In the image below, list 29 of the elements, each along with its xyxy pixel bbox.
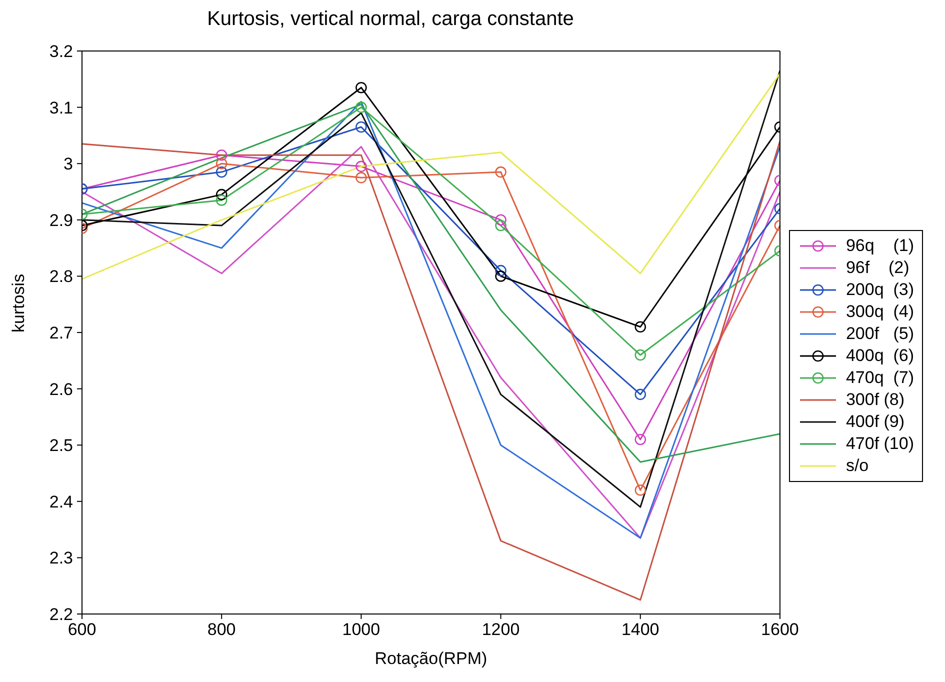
y-tick-label: 2.8 bbox=[49, 267, 73, 286]
legend-label: 96q (1) bbox=[846, 236, 914, 256]
x-axis-title: Rotação(RPM) bbox=[374, 649, 488, 668]
legend-label: 200f (5) bbox=[846, 324, 914, 344]
legend-label: 470q (7) bbox=[846, 368, 914, 388]
y-tick-label: 2.5 bbox=[49, 436, 73, 456]
x-tick-label: 1000 bbox=[342, 620, 380, 640]
x-tick-label: 1200 bbox=[482, 620, 520, 640]
legend-label: 400f (9) bbox=[846, 412, 905, 432]
legend-label: 470f (10) bbox=[846, 434, 914, 454]
legend-label: 300q (4) bbox=[846, 302, 914, 322]
x-tick-label: 800 bbox=[207, 620, 236, 640]
y-tick-label: 2.7 bbox=[49, 324, 73, 343]
y-tick-label: 2.3 bbox=[49, 548, 73, 568]
y-tick-label: 2.6 bbox=[49, 380, 73, 399]
y-axis-title: kurtosis bbox=[9, 274, 28, 332]
legend-label: s/o bbox=[846, 456, 869, 476]
y-tick-label: 3 bbox=[64, 154, 73, 174]
y-tick-label: 3.2 bbox=[49, 42, 73, 62]
x-tick-label: 1600 bbox=[761, 620, 799, 640]
x-tick-label: 1400 bbox=[621, 620, 660, 640]
y-tick-label: 3.1 bbox=[49, 98, 73, 118]
y-tick-label: 2.4 bbox=[49, 492, 73, 512]
legend-label: 96f (2) bbox=[846, 258, 910, 278]
y-tick-label: 2.9 bbox=[49, 210, 73, 230]
legend-label: 400q (6) bbox=[846, 346, 914, 366]
legend-label: 200q (3) bbox=[846, 280, 914, 300]
legend-label: 300f (8) bbox=[846, 390, 905, 410]
chart-title: Kurtosis, vertical normal, carga constante bbox=[206, 8, 575, 32]
